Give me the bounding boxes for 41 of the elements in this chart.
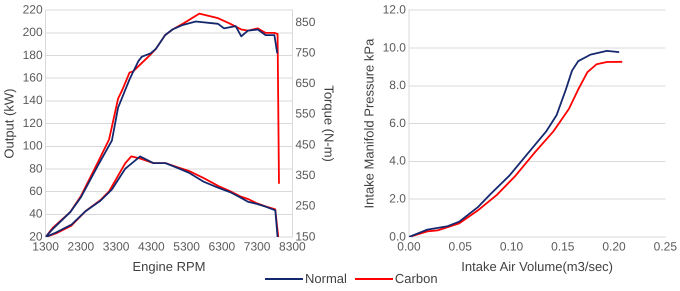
- y-tick-label: 140: [22, 93, 43, 108]
- y2-tick-label: 450: [295, 137, 316, 152]
- y-tick-label: 160: [22, 70, 43, 85]
- y-tick-label: 12.0: [382, 2, 406, 17]
- y-axis-title: Intake Manifold Pressure kPa: [361, 38, 376, 209]
- y-tick-label: 4.0: [389, 154, 406, 168]
- y-tick-label: 100: [22, 138, 43, 153]
- x-tick-label: 5300: [173, 240, 200, 254]
- y2-axis-title: Torque (N-m): [322, 85, 337, 162]
- x-tick-label: 0.25: [654, 240, 678, 254]
- y-tick-label: 220: [22, 2, 43, 17]
- y2-tick-label: 750: [295, 45, 316, 60]
- x-tick-label: 0.10: [500, 240, 524, 254]
- y-tick-label: 8.0: [389, 78, 406, 92]
- y-tick-label: 40: [29, 206, 43, 221]
- y-tick-label: 80: [29, 161, 43, 176]
- y2-tick-label: 550: [295, 106, 316, 121]
- y-tick-label: 6.0: [389, 116, 406, 130]
- y2-tick-label: 350: [295, 168, 316, 182]
- legend-label: Carbon: [394, 271, 438, 286]
- x-tick-label: 6300: [208, 240, 236, 254]
- x-tick-label: 0.20: [602, 240, 626, 254]
- y-tick-label: 2.0: [389, 192, 406, 206]
- y-tick-label: 200: [22, 25, 43, 40]
- x-tick-label: 0.15: [551, 240, 575, 254]
- y2-tick-label: 650: [295, 76, 316, 90]
- y-tick-label: 10.0: [382, 40, 406, 54]
- y2-tick-label: 250: [295, 198, 316, 213]
- x-axis-title: Intake Air Volume(m3/sec): [461, 258, 614, 274]
- x-tick-label: 2300: [68, 240, 95, 254]
- y-tick-label: 180: [22, 48, 43, 62]
- legend-label: Normal: [305, 271, 347, 286]
- x-tick-label: 4300: [138, 240, 166, 254]
- x-tick-label: 7300: [244, 240, 271, 254]
- x-tick-label: 0.05: [448, 240, 472, 254]
- y-axis-title: Output (kW): [1, 88, 16, 159]
- y-tick-label: 60: [29, 184, 43, 198]
- y-tick-label: 120: [22, 116, 43, 130]
- x-tick-label: 3300: [102, 240, 130, 254]
- y2-tick-label: 850: [295, 14, 316, 29]
- x-axis-title: Engine RPM: [132, 258, 206, 274]
